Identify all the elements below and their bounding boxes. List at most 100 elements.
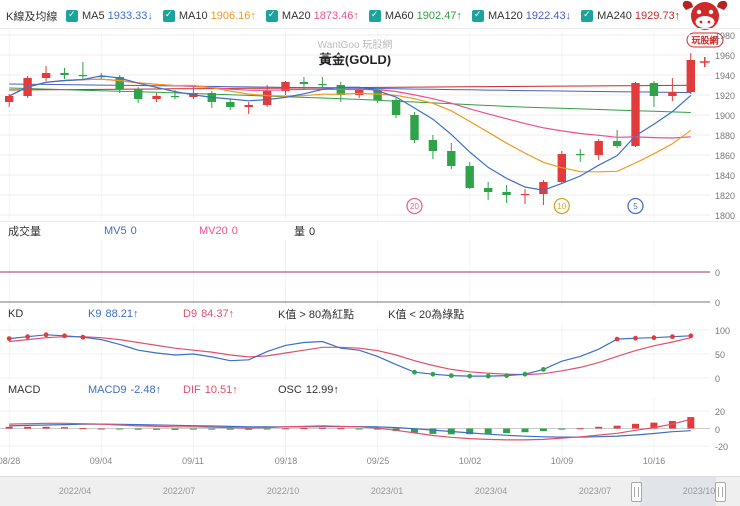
mv5-readout: MV5 0: [104, 225, 137, 237]
ma240-label: MA240: [597, 10, 632, 22]
ma10-toggle[interactable]: MA10 1906.16↑: [162, 9, 256, 22]
price-axis-label: 1880: [715, 131, 736, 141]
macd-axis-label: -20: [715, 442, 729, 452]
ma10-checkbox-icon[interactable]: [162, 9, 175, 22]
timeline-year-label: 2022/07: [162, 486, 196, 496]
ma10-label: MA10: [178, 10, 208, 22]
date-label: 09/18: [274, 456, 298, 466]
date-label: 10/02: [458, 456, 482, 466]
date-label: 08/28: [0, 456, 21, 466]
ma120-label: MA120: [487, 10, 523, 22]
candlestick-price-pane[interactable]: 20 10 5: [0, 30, 710, 220]
timeline-year-label: 2023/01: [370, 486, 404, 496]
price-axis-label: 1900: [715, 111, 736, 121]
ma-legend: K線及均線 MA5 1933.33↓ MA10 1906.16↑ MA20 18…: [6, 6, 690, 26]
ma5-toggle[interactable]: MA5 1933.33↓: [66, 9, 153, 22]
grip-icon: [718, 487, 723, 497]
grip-icon: [634, 487, 639, 497]
page-title: 黃金(GOLD): [318, 52, 392, 67]
kd-axis-label: 100: [715, 326, 731, 336]
osc-readout: OSC 12.99↑: [278, 384, 339, 396]
macd-header: MACD MACD9 -2.48↑ DIF 10.51↑ OSC 12.99↑: [8, 384, 373, 396]
volume-axis-label: 0: [715, 298, 721, 308]
timeline-scrollbar[interactable]: 2022/04 2022/07 2022/10 2023/01 2023/04 2023/…: [0, 476, 740, 506]
watermark: WantGoo 玩股網: [317, 40, 393, 51]
ma10-value: 1906.16↑: [210, 10, 256, 22]
kd-axis-label: 0: [715, 374, 721, 384]
macd-axis-label: 0: [715, 424, 721, 435]
divider: [0, 28, 740, 29]
bull-nostril-icon: [707, 20, 711, 24]
dif-readout: DIF 10.51↑: [183, 384, 238, 396]
right-value-axis: 1980 1960 1940 1920 1900 1880 1860 1840 1820 1800…: [711, 0, 740, 470]
price-axis-label: 1840: [715, 171, 736, 181]
ma120-value: 1922.43↓: [525, 10, 572, 22]
ma20-label: MA20: [281, 10, 311, 22]
price-axis-label: 1960: [715, 51, 736, 61]
macd9-readout: MACD9 -2.48↑: [88, 384, 162, 396]
price-axis-label: 1920: [715, 91, 736, 101]
bull-horn-right-icon: [717, 0, 728, 10]
macd-axis-label: 20: [715, 407, 726, 417]
bull-horn-left-icon: [682, 0, 693, 10]
bull-eye-right-icon: [708, 9, 714, 15]
bull-nostril-icon: [699, 20, 703, 24]
legend-title: K線及均線: [6, 11, 58, 23]
macd-pane-label: MACD: [8, 384, 41, 396]
timeline-year-label: 2023/07: [578, 486, 612, 496]
ma120-checkbox-icon[interactable]: [471, 9, 484, 22]
volume-pane-label: 成交量: [8, 226, 41, 238]
ma60-label: MA60: [384, 10, 414, 22]
ma5-value: 1933.33↓: [107, 10, 153, 22]
ma20-toggle[interactable]: MA20 1873.46↑: [265, 9, 359, 22]
bull-muzzle-icon: [695, 16, 715, 28]
ma240-value: 1929.73↑: [634, 10, 681, 22]
volume-axis-label: 0: [715, 268, 721, 278]
timeline-left-handle[interactable]: [631, 482, 642, 502]
timeline-right-handle[interactable]: [715, 482, 726, 502]
timeline-year-label: 2022/04: [58, 486, 92, 496]
kd-header: KD K9 88.21↑ D9 84.37↑ K值 > 80為紅點 K值 < 20為…: [8, 306, 464, 322]
date-label: 09/25: [366, 456, 390, 466]
timeline-selected-range[interactable]: [640, 477, 716, 506]
timeline-year-label: 2023/04: [474, 486, 508, 496]
logo-badge: [686, 32, 724, 48]
svg-text:10: 10: [557, 202, 566, 211]
kd-hint-high: K值 > 80為紅點: [278, 309, 355, 321]
price-axis-label: 1940: [715, 71, 736, 81]
ma60-checkbox-icon[interactable]: [368, 9, 381, 22]
ma120-toggle[interactable]: MA120 1922.43↓: [471, 9, 572, 22]
timeline-year-label: 2022/10: [266, 486, 300, 496]
kd-pane-label: KD: [8, 308, 24, 320]
wantgoo-logo[interactable]: 玩股網: [672, 0, 738, 50]
ma20-value: 1873.46↑: [313, 10, 359, 22]
svg-text:20: 20: [410, 202, 419, 211]
price-axis-label: 1980: [715, 31, 736, 41]
ma240-checkbox-icon[interactable]: [581, 9, 594, 22]
ma5-checkbox-icon[interactable]: [66, 9, 78, 22]
price-axis-label: 1860: [715, 151, 736, 161]
date-label: 10/16: [642, 456, 666, 466]
ma60-value: 1902.47↑: [416, 10, 462, 22]
d9-readout: D9 84.37↑: [183, 308, 235, 320]
logo-text: 玩股網: [691, 35, 718, 46]
svg-text:5: 5: [633, 202, 638, 211]
date-label: 10/09: [550, 456, 574, 466]
divider: [0, 221, 740, 222]
mv20-readout: MV20 0: [199, 225, 238, 237]
macd-pane[interactable]: [0, 398, 710, 456]
timeline-year-label: 2023/10: [682, 486, 716, 496]
ma5-label: MA5: [82, 10, 105, 22]
date-axis: 08/28 09/04 09/11 09/18 09/25 10/02 10/09 10/16: [0, 456, 710, 470]
kd-hint-low: K值 < 20為綠點: [388, 309, 465, 321]
volume-pane[interactable]: [0, 240, 710, 306]
ma240-toggle[interactable]: MA240 1929.73↑: [581, 9, 681, 22]
k9-readout: K9 88.21↑: [88, 308, 139, 320]
kd-axis-label: 50: [715, 350, 726, 360]
ma60-toggle[interactable]: MA60 1902.47↑: [368, 9, 462, 22]
ma20-checkbox-icon[interactable]: [265, 9, 278, 22]
price-axis-label: 1820: [715, 191, 736, 201]
kd-pane[interactable]: [0, 324, 710, 380]
bull-eye-left-icon: [696, 9, 702, 15]
